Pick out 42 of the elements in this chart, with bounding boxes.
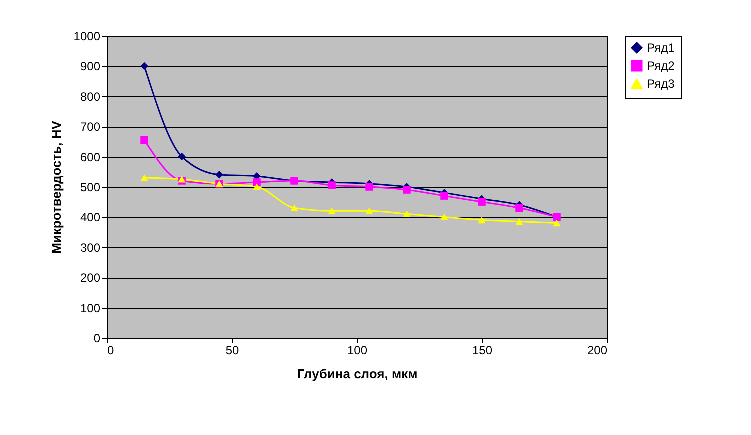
x-tick-label: 0 [108,344,114,358]
y-tick-label: 500 [80,180,101,194]
point [140,62,148,70]
point [478,216,486,224]
point [366,183,374,191]
y-tick-label: 400 [80,210,101,225]
y-tick-label: 0 [94,332,101,346]
y-tick-label: 200 [80,271,101,286]
point [178,152,186,161]
point [140,136,148,144]
point [440,192,448,200]
point [403,186,411,194]
y-axis-title: Микротвердость, HV [48,120,64,254]
point [366,208,374,215]
x-tick-label: 200 [587,344,608,358]
point [290,204,298,212]
point [253,178,261,186]
legend-label: Ряд3 [647,77,676,91]
y-tick-label: 600 [80,150,101,164]
point [403,210,411,218]
y-tick-label: 800 [80,90,101,104]
point [516,218,524,226]
x-tick-label: 50 [226,344,240,358]
point [440,214,448,221]
y-tick-label: 300 [80,240,101,255]
y-tick-label: 100 [80,301,101,316]
x-tick-label: 100 [347,344,368,358]
point [553,220,561,227]
point [328,182,336,190]
point [478,198,486,206]
point [516,204,524,212]
x-tick-label: 150 [472,344,493,358]
point [328,208,336,215]
y-tick-label: 700 [80,120,101,134]
y-tick-label: 900 [80,60,101,74]
point [140,174,148,182]
y-tick-label: 1000 [74,30,101,44]
x-axis-title: Глубина слоя, мкм [297,366,418,382]
legend-label: Ряд1 [647,41,676,55]
legend-label: Ряд2 [647,59,676,73]
point [216,171,224,179]
point [253,184,261,190]
